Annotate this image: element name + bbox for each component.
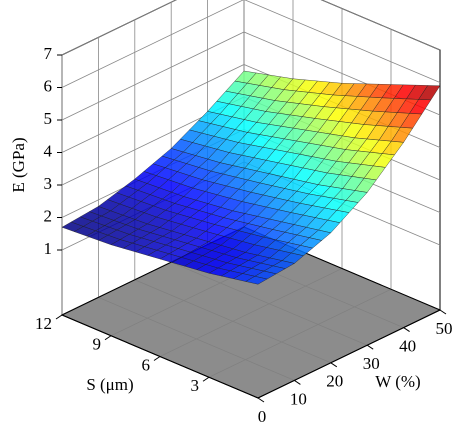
x-axis-title: S (μm) xyxy=(86,375,133,394)
tick-mark xyxy=(55,314,63,320)
surface-patch xyxy=(245,276,268,285)
x-tick-label: 6 xyxy=(142,355,151,374)
y-tick-label: 0 xyxy=(258,407,267,426)
y-axis-title: W (%) xyxy=(375,372,420,391)
z-tick-label: 3 xyxy=(44,174,53,193)
grid-line xyxy=(61,0,441,88)
x-tick-label: 9 xyxy=(93,335,102,354)
z-tick-label: 4 xyxy=(44,141,53,160)
z-tick-label: 6 xyxy=(44,76,53,95)
z-tick-label: 2 xyxy=(44,206,53,225)
z-tick-label: 1 xyxy=(44,239,53,258)
tick-mark xyxy=(403,327,410,333)
tick-mark xyxy=(366,344,374,350)
tick-mark xyxy=(439,309,447,315)
tick-mark xyxy=(202,376,210,382)
y-tick-label: 20 xyxy=(326,372,343,391)
tick-mark xyxy=(294,379,301,385)
grid-line xyxy=(61,0,441,56)
y-tick-label: 10 xyxy=(290,389,307,408)
tick-mark xyxy=(330,362,338,368)
tick-mark xyxy=(104,335,112,341)
tick-mark xyxy=(257,397,265,403)
y-tick-label: 50 xyxy=(436,319,453,338)
y-tick-label: 40 xyxy=(399,337,416,356)
axis-line xyxy=(257,309,441,399)
z-tick-label: 5 xyxy=(44,109,53,128)
z-tick-label: 7 xyxy=(44,44,53,63)
tick-mark xyxy=(153,356,161,361)
x-tick-label: 12 xyxy=(35,314,52,333)
z-axis-title: E (GPa) xyxy=(9,137,28,192)
x-tick-label: 3 xyxy=(191,376,200,395)
y-tick-label: 30 xyxy=(363,354,380,373)
